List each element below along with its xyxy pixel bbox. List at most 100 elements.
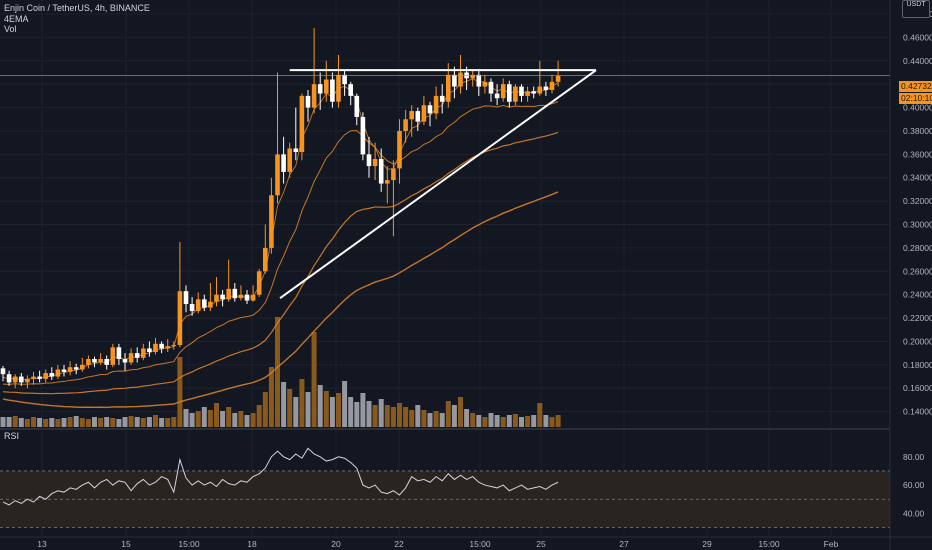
time-tick-label: 20 bbox=[331, 539, 341, 549]
volume-bar bbox=[512, 414, 518, 427]
volume-bar bbox=[226, 407, 232, 427]
candle-body bbox=[226, 288, 231, 300]
volume-bar bbox=[293, 397, 299, 427]
candle-body bbox=[397, 130, 402, 169]
ema-line bbox=[2, 131, 559, 395]
vol-label[interactable]: Vol bbox=[4, 24, 17, 34]
time-tick-label: 18 bbox=[247, 539, 257, 549]
volume-bar bbox=[268, 367, 274, 427]
volume-bar bbox=[323, 391, 329, 427]
volume-bar bbox=[92, 417, 97, 427]
support-trendline bbox=[279, 69, 597, 300]
rsi-axis[interactable]: 80.00 60.00 40.00 bbox=[903, 452, 925, 519]
volume-bar bbox=[153, 415, 158, 427]
candle-body bbox=[403, 119, 408, 131]
chart-legend: Enjin Coin / TetherUS, 4h, BINANCE 4EMA … bbox=[4, 3, 150, 35]
price-tick-label: 0.36000 bbox=[903, 149, 932, 159]
volume-bar bbox=[549, 417, 555, 427]
candle-body bbox=[494, 93, 500, 99]
time-tick-label: 15:00 bbox=[758, 539, 780, 549]
candle-body bbox=[287, 148, 292, 172]
grid-lines bbox=[0, 0, 890, 536]
candlesticks bbox=[0, 28, 890, 389]
candle-body bbox=[110, 347, 116, 365]
candle-body bbox=[49, 373, 55, 377]
price-tick-label: 0.30000 bbox=[903, 220, 932, 230]
volume-bar bbox=[165, 418, 171, 427]
candle-body bbox=[122, 359, 128, 363]
ema-label[interactable]: 4EMA bbox=[4, 13, 29, 24]
candle-body bbox=[500, 84, 506, 99]
candle-body bbox=[98, 359, 103, 363]
candle-body bbox=[208, 301, 213, 308]
candle-body bbox=[372, 159, 378, 167]
price-tick-label: 0.40000 bbox=[903, 103, 932, 113]
candle-body bbox=[330, 79, 335, 102]
volume-bar bbox=[451, 405, 457, 427]
volume-bar bbox=[238, 411, 244, 427]
volume-bar bbox=[421, 410, 427, 427]
candle-body bbox=[519, 86, 524, 96]
volume-bar bbox=[183, 409, 189, 427]
volume-bar bbox=[201, 407, 207, 427]
volume-bar bbox=[275, 317, 280, 427]
volume-bar bbox=[464, 409, 470, 427]
rsi-pane bbox=[0, 428, 932, 528]
time-tick-label: 15:00 bbox=[178, 539, 200, 549]
volume-bar bbox=[305, 392, 311, 427]
symbol-title[interactable]: Enjin Coin / TetherUS, 4h, BINANCE bbox=[4, 3, 150, 13]
currency-badge[interactable]: USDT bbox=[902, 0, 930, 18]
volume-bar bbox=[378, 399, 384, 427]
volume-bar bbox=[384, 405, 390, 427]
volume-bar bbox=[500, 417, 506, 427]
volume-bars bbox=[0, 317, 561, 427]
volume-bar bbox=[12, 416, 18, 427]
candle-body bbox=[281, 154, 286, 172]
volume-bar bbox=[43, 419, 49, 427]
volume-bar bbox=[342, 381, 348, 427]
trendline-drawings[interactable] bbox=[279, 69, 597, 300]
volume-bar bbox=[439, 413, 445, 427]
rsi-label[interactable]: RSI bbox=[4, 431, 20, 441]
candle-body bbox=[25, 378, 30, 383]
candle-body bbox=[116, 347, 122, 360]
ema-line bbox=[2, 101, 559, 385]
volume-bar bbox=[445, 401, 451, 427]
time-tick-label: 22 bbox=[394, 539, 404, 549]
time-axis[interactable]: 13 15 15:00 18 20 22 15:00 25 27 29 15:00 Feb bbox=[0, 536, 932, 549]
price-tick-label: 0.32000 bbox=[903, 196, 932, 206]
candle-body bbox=[488, 81, 494, 94]
candle-body bbox=[128, 353, 134, 363]
rsi-tick-label: 60.00 bbox=[903, 480, 925, 490]
candle-body bbox=[159, 343, 164, 349]
volume-bar bbox=[214, 403, 219, 427]
volume-bar bbox=[195, 411, 201, 427]
volume-bar bbox=[537, 403, 543, 427]
candle-body bbox=[421, 105, 427, 122]
volume-bar bbox=[232, 413, 238, 427]
candle-body bbox=[391, 168, 396, 181]
volume-bar bbox=[415, 405, 421, 427]
candle-body bbox=[153, 343, 158, 352]
price-tick-label: 0.46000 bbox=[903, 32, 932, 42]
ema-line bbox=[2, 78, 559, 381]
candle-body bbox=[104, 359, 109, 365]
volume-bar bbox=[354, 402, 360, 427]
candle-body bbox=[317, 84, 323, 94]
candle-body bbox=[19, 376, 24, 383]
rsi-line bbox=[2, 447, 559, 506]
price-tick-label: 0.26000 bbox=[903, 266, 932, 276]
candle-body bbox=[31, 376, 36, 379]
candle-body bbox=[275, 154, 280, 196]
volume-bar bbox=[256, 405, 262, 427]
candle-body bbox=[12, 376, 18, 383]
volume-bar bbox=[488, 413, 494, 427]
candle-body bbox=[165, 346, 170, 349]
candle-body bbox=[147, 348, 152, 352]
rsi-tick-label: 80.00 bbox=[903, 452, 925, 462]
candle-body bbox=[366, 154, 372, 167]
volume-bar bbox=[207, 410, 213, 427]
candle-body bbox=[482, 81, 488, 87]
candle-body bbox=[446, 74, 451, 102]
